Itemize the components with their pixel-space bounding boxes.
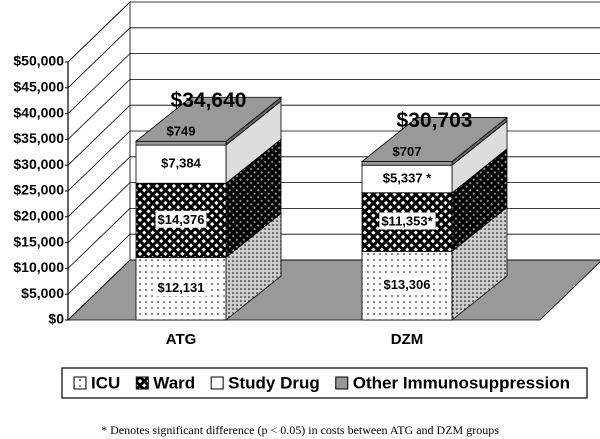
bar (361, 161, 453, 166)
data-label: $707 (393, 144, 422, 159)
y-tick-label: $25,000 (13, 182, 64, 198)
total-label: $30,703 (397, 109, 473, 132)
grid-line (67, 130, 131, 192)
bar (361, 164, 453, 194)
y-tick-label: $20,000 (13, 208, 64, 224)
y-tick-label: $0 (48, 311, 64, 327)
y-tick-label: $5,000 (21, 285, 64, 301)
y-tick-label: $35,000 (13, 130, 64, 146)
y-tick-label: $30,000 (13, 156, 64, 172)
legend: ICU Ward Study Drug Other Immunosuppression (73, 373, 570, 392)
x-tick-label: DZM (391, 331, 424, 348)
bar-top (134, 96, 283, 142)
data-label: $14,376 (158, 212, 205, 227)
data-label: $12,131 (158, 280, 205, 295)
grid-line (67, 79, 131, 140)
legend-label: ICU (91, 373, 120, 392)
total-label: $34,640 (171, 89, 247, 112)
label-bg (379, 212, 436, 230)
axes: $0 $5,000 $10,000 $15,000 $20,000 $25,000 $30,… (13, 1, 600, 348)
grid-line (67, 1, 131, 63)
legend-swatch (210, 376, 224, 390)
y-tick-label: $10,000 (13, 259, 64, 275)
grid-line (67, 53, 131, 114)
legend-label: Other Immunosuppression (353, 373, 570, 392)
legend-box (61, 367, 588, 399)
data-label: $13,306 (384, 277, 431, 292)
legend-label: Ward (153, 373, 195, 392)
label-bg (381, 276, 433, 294)
bar (135, 144, 227, 184)
y-tick-label: $40,000 (13, 104, 64, 120)
bar (135, 140, 227, 146)
grid-line (67, 182, 131, 243)
data-label: $7,384 (161, 156, 202, 171)
bar (135, 182, 227, 258)
y-tick-label: $50,000 (13, 53, 64, 69)
data-label: $5,337 * (383, 170, 432, 185)
legend-swatch (135, 376, 149, 390)
label-bg (155, 279, 207, 297)
legend-swatch (335, 376, 349, 390)
y-tick-label: $15,000 (13, 233, 64, 249)
grid-line (67, 27, 131, 89)
grid-line (67, 156, 131, 218)
bars: $12,131 $14,376 $7,384 $749 $34,640 $13,306 $1… (134, 89, 509, 321)
grid-line (67, 104, 131, 166)
grid-line (67, 259, 131, 321)
data-label: $11,353* (381, 213, 433, 228)
bar-top (360, 117, 509, 162)
label-bg (155, 210, 207, 228)
legend-label: Study Drug (228, 373, 320, 392)
data-label: $749 (167, 124, 196, 139)
y-tick-label: $45,000 (13, 79, 64, 95)
grid-line (67, 233, 131, 295)
x-tick-label: ATG (166, 331, 197, 348)
legend-swatch (73, 376, 87, 390)
grid-line (67, 208, 131, 269)
footnote: * Denotes significant difference (p < 0.… (101, 423, 499, 437)
